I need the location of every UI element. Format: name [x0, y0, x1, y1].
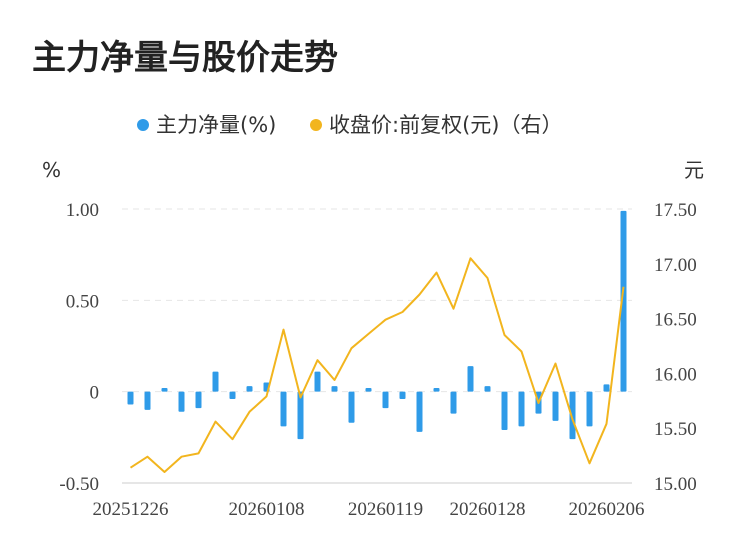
bar: [569, 391, 576, 440]
bar: [484, 386, 491, 392]
bar: [501, 391, 508, 431]
legend-line-label: 收盘价:前复权(元)（右）: [329, 113, 562, 137]
bar: [467, 366, 474, 392]
right-tick-label: 17.00: [654, 255, 697, 276]
bar: [552, 391, 559, 421]
chart-title: 主力净量与股价走势: [32, 38, 338, 78]
bar: [178, 391, 185, 412]
bar: [518, 391, 525, 427]
x-tick-label: 20260128: [450, 499, 526, 520]
left-axis-unit: %: [42, 158, 61, 182]
right-axis-ticks: 17.50 17.00 16.50 16.00 15.50 15.00: [654, 200, 697, 495]
left-tick-label: -0.50: [59, 474, 99, 495]
bar: [620, 210, 627, 392]
gridlines: [122, 208, 632, 484]
x-tick-label: 20260119: [348, 499, 423, 520]
bar: [127, 391, 134, 405]
right-axis-unit: 元: [684, 158, 704, 182]
x-tick-label: 20260206: [569, 499, 645, 520]
bar: [382, 391, 389, 409]
left-tick-label: 1.00: [66, 200, 99, 221]
bar: [365, 388, 372, 392]
bar: [399, 391, 406, 399]
bar: [246, 386, 253, 392]
legend: 主力净量(%) 收盘价:前复权(元)（右）: [137, 113, 562, 137]
left-tick-label: 0: [90, 383, 100, 404]
bar: [280, 391, 287, 427]
bar: [212, 371, 219, 392]
bar: [144, 391, 151, 410]
right-tick-label: 15.00: [654, 474, 697, 495]
line-series: [129, 257, 625, 473]
x-tick-label: 20251226: [93, 499, 169, 520]
bar: [433, 388, 440, 392]
x-tick-label: 20260108: [229, 499, 305, 520]
right-tick-label: 16.00: [654, 364, 697, 385]
bar-series: [127, 210, 627, 440]
bar: [297, 391, 304, 440]
legend-bar-swatch: [137, 119, 149, 131]
x-axis-ticks: 20251226 20260108 20260119 20260128 20260206: [93, 499, 645, 520]
price-line: [129, 257, 625, 473]
right-tick-label: 17.50: [654, 200, 697, 221]
bar: [586, 391, 593, 427]
bar: [348, 391, 355, 423]
bar: [195, 391, 202, 409]
bar: [603, 384, 610, 392]
left-tick-label: 0.50: [66, 291, 99, 312]
bar: [161, 388, 168, 392]
legend-line-swatch: [310, 119, 322, 131]
bar: [450, 391, 457, 414]
right-tick-label: 16.50: [654, 310, 697, 331]
bar: [229, 391, 236, 399]
bar: [314, 371, 321, 392]
bar: [331, 386, 338, 392]
right-tick-label: 15.50: [654, 419, 697, 440]
left-axis-ticks: 1.00 0.50 0 -0.50: [59, 200, 99, 495]
bar: [416, 391, 423, 432]
legend-bar-label: 主力净量(%): [156, 113, 276, 137]
